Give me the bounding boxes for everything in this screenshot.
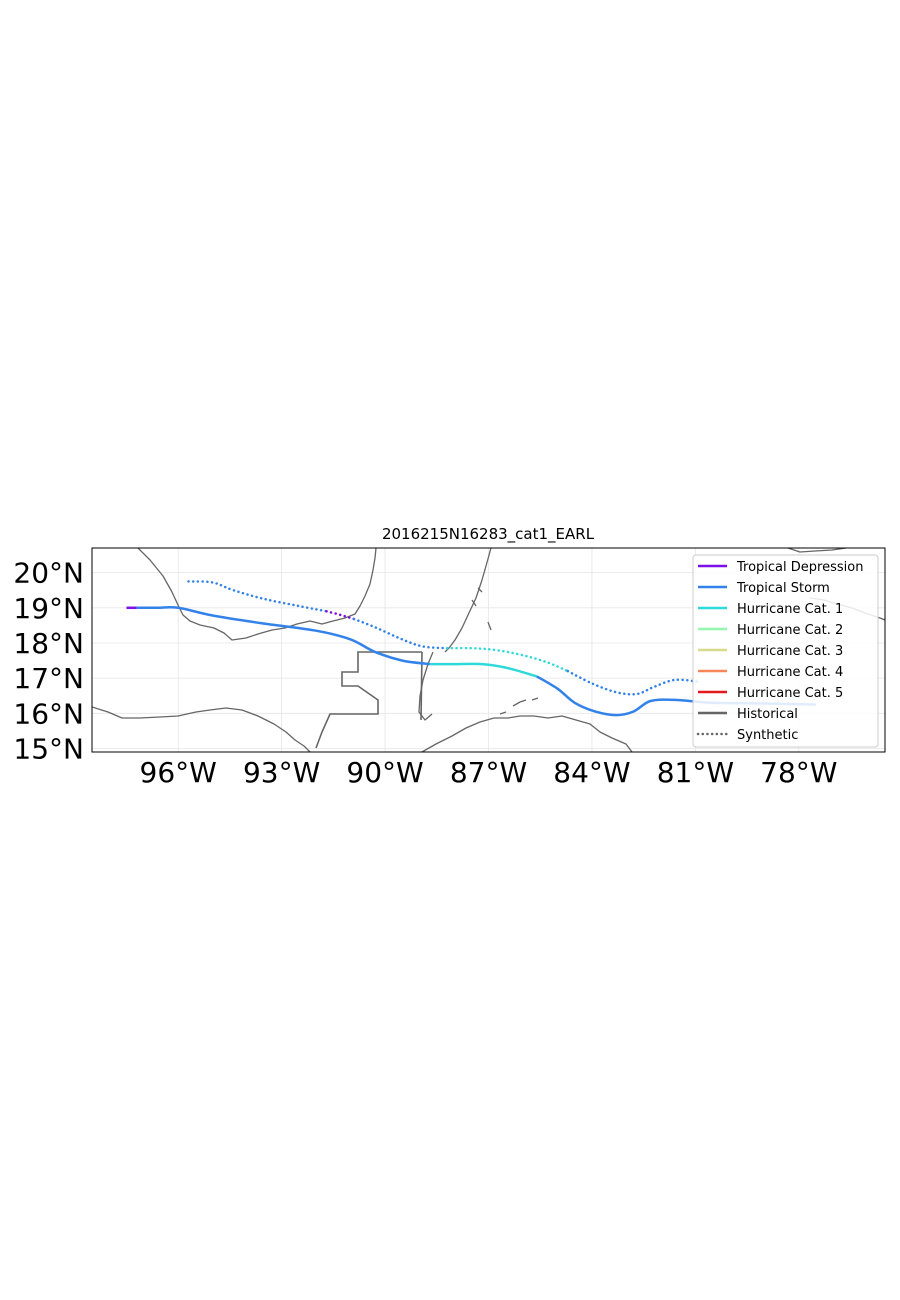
bay-islands bbox=[499, 697, 539, 715]
lat-tick-label: 17°N bbox=[13, 662, 84, 695]
synthetic-track-segment-7 bbox=[445, 646, 570, 673]
lon-tick-label: 87°W bbox=[450, 756, 527, 789]
lat-tick-label: 19°N bbox=[13, 592, 84, 625]
lon-tick-label: 84°W bbox=[553, 756, 630, 789]
historical-track-segment-2 bbox=[429, 662, 538, 678]
lon-tick-label: 78°W bbox=[760, 756, 837, 789]
plot-border bbox=[91, 547, 886, 753]
lon-tick-label: 90°W bbox=[346, 756, 423, 789]
lon-tick-label: 81°W bbox=[657, 756, 734, 789]
guatemala-border bbox=[315, 651, 422, 749]
lat-tick-label: 16°N bbox=[13, 697, 84, 730]
lat-tick-label: 15°N bbox=[13, 732, 84, 765]
legend-label: Hurricane Cat. 1 bbox=[737, 602, 843, 617]
latitude-tick-labels: 20°N19°N18°N17°N16°N15°N bbox=[13, 557, 84, 766]
lat-tick-label: 20°N bbox=[13, 557, 84, 590]
lon-tick-label: 96°W bbox=[140, 756, 217, 789]
cozumel-island bbox=[471, 587, 492, 631]
storm-tracks bbox=[126, 580, 817, 717]
pacific-coastline bbox=[92, 706, 311, 752]
map-title: 2016215N16283_cat1_EARL bbox=[382, 525, 595, 544]
synthetic-track-segment-6 bbox=[352, 617, 449, 650]
legend-label: Hurricane Cat. 5 bbox=[737, 686, 843, 701]
yucatan-east-coastline bbox=[444, 548, 492, 653]
lat-tick-label: 18°N bbox=[13, 627, 84, 660]
lon-tick-label: 93°W bbox=[243, 756, 320, 789]
legend-label: Historical bbox=[737, 707, 798, 722]
cuba-coastline bbox=[787, 548, 847, 553]
legend-label: Hurricane Cat. 2 bbox=[737, 623, 843, 638]
synthetic-track-segment-8 bbox=[566, 669, 701, 696]
honduras-coastline bbox=[421, 715, 633, 752]
longitude-tick-labels: 96°W 93°W 90°W 87°W 84°W 81°W 78°W bbox=[140, 756, 838, 789]
legend-box bbox=[692, 554, 879, 748]
legend-label: Tropical Storm bbox=[736, 581, 830, 596]
historical-track-segment-1 bbox=[136, 605, 431, 666]
legend-label: Tropical Depression bbox=[736, 560, 863, 575]
borders bbox=[315, 651, 423, 749]
synthetic-track-segment-4 bbox=[187, 580, 328, 613]
mexico-gulf-coastline bbox=[137, 548, 377, 641]
synthetic-track-segment-5 bbox=[325, 610, 356, 621]
legend-label: Hurricane Cat. 4 bbox=[737, 665, 843, 680]
legend-label: Synthetic bbox=[737, 728, 798, 743]
legend: Tropical Depression Tropical Storm Hurrica… bbox=[692, 554, 879, 748]
legend-label: Hurricane Cat. 3 bbox=[737, 644, 843, 659]
